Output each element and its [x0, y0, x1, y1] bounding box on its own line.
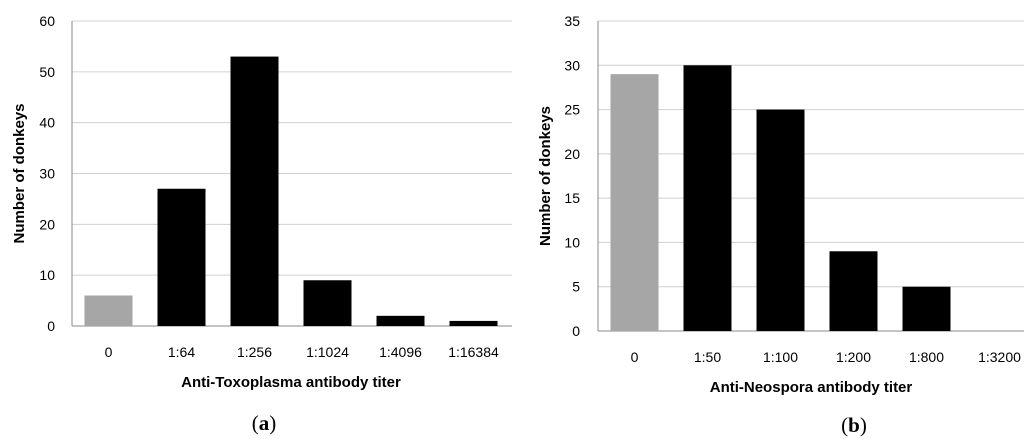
y-axis-title: Number of donkeys [11, 103, 28, 243]
y-tick-label: 40 [39, 115, 55, 131]
bar [303, 280, 352, 326]
bar [376, 315, 425, 326]
y-axis-title: Number of donkeys [537, 106, 554, 246]
y-tick-label: 20 [39, 216, 55, 232]
x-tick-label: 1:50 [694, 349, 721, 365]
x-tick-label: 0 [631, 349, 639, 365]
chart-panel-b: 0 5 10 15 20 25 30 35 0 1:50 1:100 1:200 1:800 1:3200… [537, 13, 1024, 437]
panel-label: (b) [841, 413, 867, 437]
x-tick-label: 1:800 [909, 349, 944, 365]
chart-panel-a: 0 10 20 30 40 50 60 0 1:64 1:256 1:1024 1:4096 1:163… [11, 13, 512, 435]
x-tick-label: 1:4096 [379, 344, 422, 360]
x-tick-label: 1:16384 [448, 344, 499, 360]
x-tick-label: 1:64 [168, 344, 195, 360]
y-tick-label: 30 [39, 166, 55, 182]
bar [829, 251, 878, 331]
y-tick-label: 15 [564, 190, 580, 206]
y-tick-label: 25 [564, 102, 580, 118]
y-tick-label: 30 [564, 57, 580, 73]
panel-label: (a) [252, 411, 277, 435]
x-tick-label: 1:1024 [306, 344, 349, 360]
bar [449, 320, 498, 326]
y-tick-label: 50 [39, 64, 55, 80]
x-axis-title: Anti-Neospora antibody titer [710, 379, 913, 396]
x-tick-label: 0 [105, 344, 113, 360]
x-tick-label: 1:3200 [978, 349, 1021, 365]
x-tick-label: 1:256 [237, 344, 272, 360]
bar [610, 74, 659, 332]
bar [84, 295, 133, 326]
y-tick-label: 0 [572, 323, 580, 339]
bar [157, 188, 206, 326]
bar [902, 286, 951, 331]
y-tick-label: 5 [572, 279, 580, 295]
bar [230, 56, 279, 326]
x-axis-title: Anti-Toxoplasma antibody titer [181, 374, 401, 391]
x-tick-label: 1:200 [836, 349, 871, 365]
y-tick-label: 20 [564, 146, 580, 162]
bar [756, 109, 805, 331]
y-tick-label: 35 [564, 13, 580, 29]
y-tick-label: 60 [39, 13, 55, 29]
x-tick-label: 1:100 [763, 349, 798, 365]
y-tick-label: 10 [39, 267, 55, 283]
bar [683, 65, 732, 332]
y-tick-label: 0 [47, 318, 55, 334]
y-tick-label: 10 [564, 234, 580, 250]
